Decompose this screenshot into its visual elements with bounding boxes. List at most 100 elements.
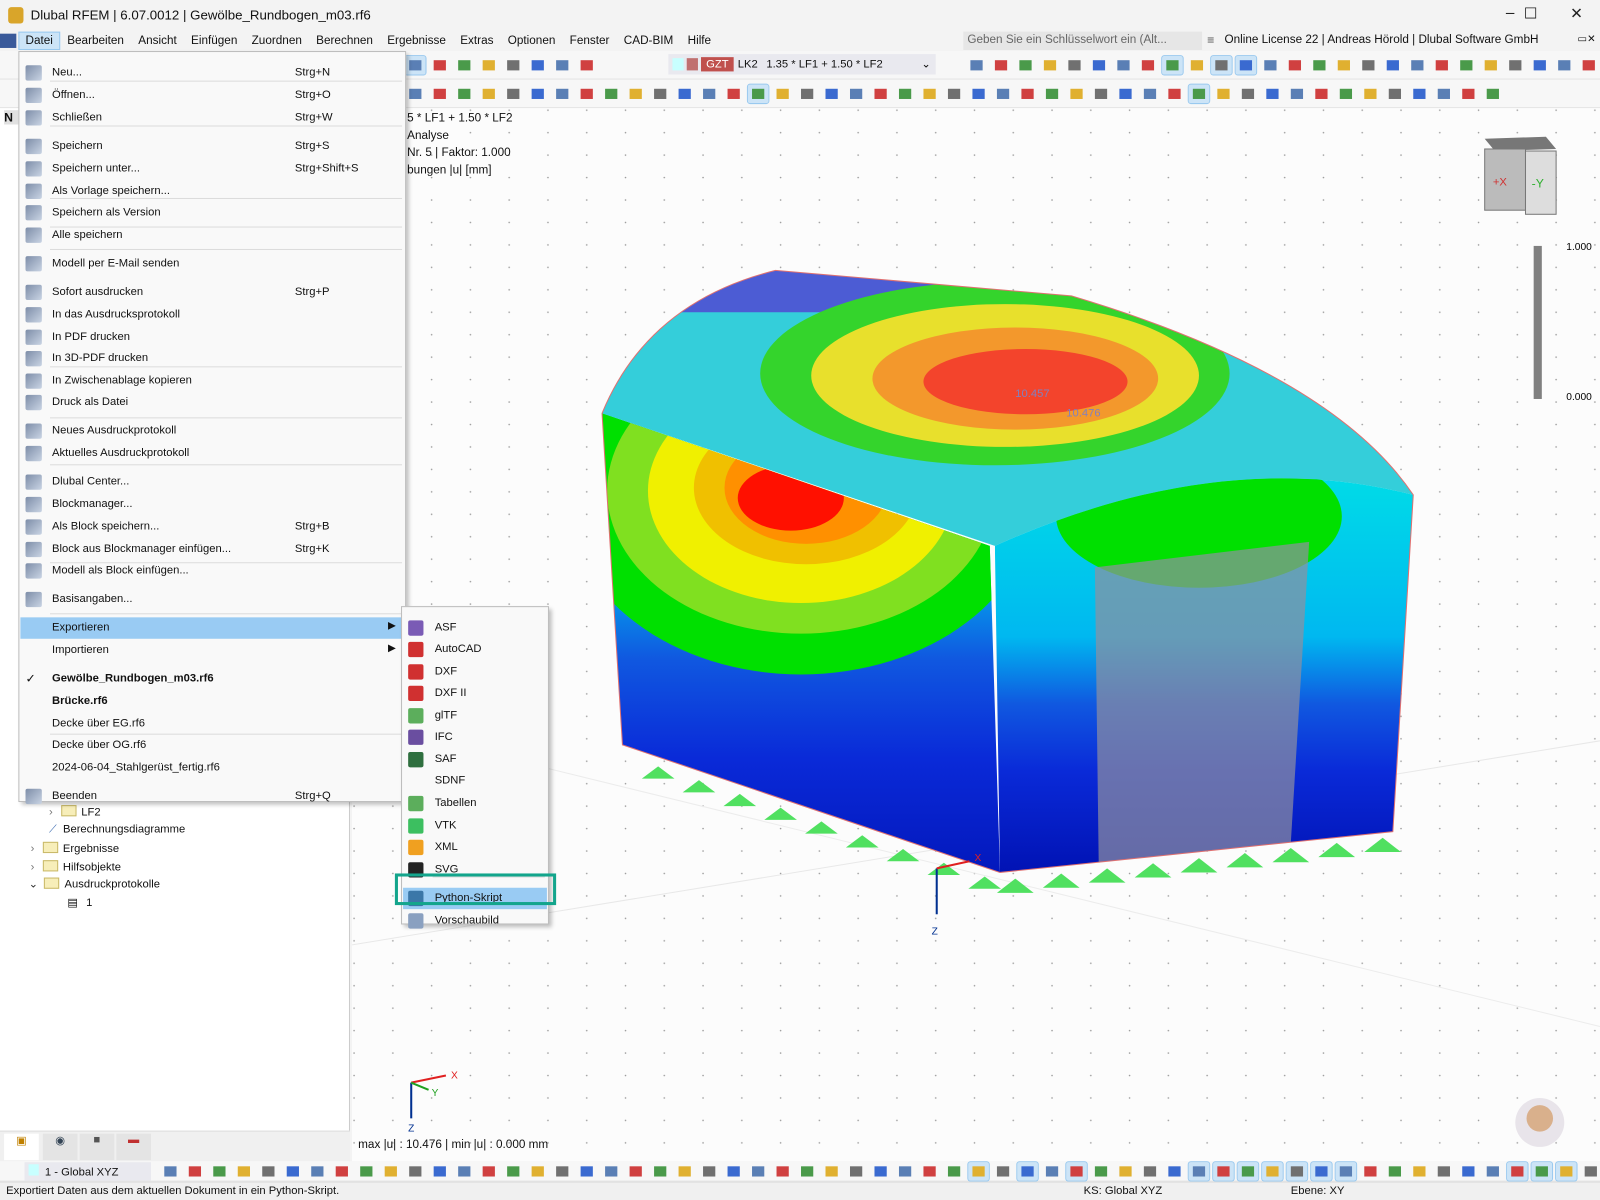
- toolbar2-tool-icon[interactable]: [894, 84, 916, 104]
- toolbar2-tool-icon[interactable]: [1187, 83, 1211, 105]
- export-saf[interactable]: SAF: [403, 749, 547, 770]
- toolbar1-tool-icon[interactable]: [1505, 56, 1526, 75]
- bottom-tool-icon[interactable]: [894, 1162, 916, 1181]
- toolbar2-tool-icon[interactable]: [1360, 84, 1381, 104]
- bottom-tool-icon[interactable]: [1482, 1162, 1504, 1181]
- menu-item-in-das-ausdrucksprotokoll[interactable]: In das Ausdrucksprotokoll: [20, 304, 404, 325]
- menu-zuordnen[interactable]: Zuordnen: [251, 34, 302, 47]
- toolbar2-tool-icon[interactable]: [625, 84, 646, 104]
- toolbar1-tool-icon[interactable]: [990, 56, 1012, 75]
- bottom-tool-icon[interactable]: [601, 1162, 622, 1181]
- toolbar1-tool-icon[interactable]: [1578, 56, 1599, 75]
- menu-item-2024-06-04-stahlgerüst-fertig-rf6[interactable]: 2024-06-04_Stahlgerüst_fertig.rf6: [20, 757, 404, 778]
- toolbar1-tool-icon[interactable]: [1333, 56, 1355, 75]
- keyword-search-input[interactable]: Geben Sie ein Schlüsselwort ein (Alt...: [963, 31, 1203, 50]
- menu-item-importieren[interactable]: Importieren ▶: [20, 640, 404, 661]
- menu-ansicht[interactable]: Ansicht: [138, 34, 177, 47]
- toolbar2-tool-icon[interactable]: [405, 84, 426, 104]
- menu-item-modell-als-block-einfügen[interactable]: Modell als Block einfügen...: [20, 560, 404, 581]
- bottom-tool-icon[interactable]: [1187, 1161, 1211, 1182]
- bottom-tool-icon[interactable]: [821, 1162, 842, 1181]
- toolbar1-tool-icon[interactable]: [1382, 56, 1404, 75]
- bottom-tool-icon[interactable]: [649, 1162, 671, 1181]
- minimize-button[interactable]: –: [1505, 4, 1515, 22]
- toolbar1-tool-icon[interactable]: [1456, 56, 1477, 75]
- bottom-tool-icon[interactable]: [698, 1162, 720, 1181]
- bottom-tool-icon[interactable]: [184, 1162, 206, 1181]
- bottom-tool-icon[interactable]: [527, 1162, 548, 1181]
- menu-item-in-pdf-drucken[interactable]: In PDF drucken: [20, 327, 404, 348]
- bottom-tool-icon[interactable]: [503, 1162, 524, 1181]
- menu-item-decke-über-eg-rf6[interactable]: Decke über EG.rf6: [20, 713, 404, 734]
- bottom-tool-icon[interactable]: [625, 1162, 646, 1181]
- toolbar1-tool-icon[interactable]: [1210, 55, 1233, 76]
- toolbar1-tool-icon[interactable]: [1554, 56, 1575, 75]
- menu-item-beenden[interactable]: Beenden Strg+Q: [20, 786, 404, 807]
- tree-item-ausdruckprotokolle[interactable]: ⌄ Ausdruckprotokolle: [28, 877, 160, 891]
- toolbar1-tool-icon[interactable]: [404, 55, 427, 76]
- bottom-tool-icon[interactable]: [209, 1162, 230, 1181]
- menu-item-exportieren[interactable]: Exportieren ▶: [20, 617, 405, 639]
- bottom-tool-icon[interactable]: [1065, 1161, 1088, 1182]
- bottom-tool-icon[interactable]: [796, 1162, 818, 1181]
- menu-fenster[interactable]: Fenster: [569, 34, 610, 47]
- menu-item-in-zwischenablage-kopieren[interactable]: In Zwischenablage kopieren: [20, 370, 404, 391]
- bottom-tool-icon[interactable]: [919, 1162, 940, 1181]
- tab-display-navigator[interactable]: ◉: [42, 1133, 78, 1161]
- bottom-tool-icon[interactable]: [356, 1162, 377, 1181]
- menu-item-aktuelles-ausdruckprotokoll[interactable]: Aktuelles Ausdruckprotokoll: [20, 443, 404, 464]
- coordinate-system-selector[interactable]: 1 - Global XYZ: [24, 1162, 152, 1181]
- toolbar2-tool-icon[interactable]: [454, 84, 475, 104]
- menu-item-dlubal-center[interactable]: Dlubal Center...: [20, 471, 404, 492]
- bottom-tool-icon[interactable]: [429, 1162, 450, 1181]
- bottom-tool-icon[interactable]: [307, 1162, 328, 1181]
- export-vtk[interactable]: VTK: [403, 815, 547, 836]
- menu-item-schließen[interactable]: Schließen Strg+W: [20, 107, 404, 128]
- toolbar1-tool-icon[interactable]: [1529, 56, 1550, 75]
- menu-item-als-block-speichern[interactable]: Als Block speichern... Strg+B: [20, 516, 404, 537]
- bottom-tool-icon[interactable]: [1506, 1161, 1529, 1182]
- toolbar1-tool-icon[interactable]: [527, 56, 548, 75]
- menu-item-speichern[interactable]: Speichern Strg+S: [20, 136, 404, 157]
- bottom-tool-icon[interactable]: [576, 1162, 597, 1181]
- toolbar1-tool-icon[interactable]: [1234, 55, 1258, 76]
- search-options-icon[interactable]: ≡: [1207, 32, 1215, 47]
- toolbar2-tool-icon[interactable]: [821, 84, 842, 104]
- toolbar2-tool-icon[interactable]: [527, 84, 548, 104]
- toolbar1-tool-icon[interactable]: [1284, 56, 1306, 75]
- maximize-button[interactable]: ☐: [1523, 5, 1538, 23]
- menu-item-druck-als-datei[interactable]: Druck als Datei: [20, 392, 404, 413]
- menu-cad-bim[interactable]: CAD-BIM: [623, 34, 674, 47]
- menu-item-brücke-rf6[interactable]: Brücke.rf6: [20, 691, 404, 712]
- toolbar1-tool-icon[interactable]: [1137, 56, 1159, 75]
- toolbar1-tool-icon[interactable]: [478, 56, 499, 75]
- toolbar1-tool-icon[interactable]: [1161, 55, 1184, 76]
- tab-views-navigator[interactable]: ■: [79, 1133, 115, 1161]
- bottom-tool-icon[interactable]: [674, 1162, 695, 1181]
- toolbar2-tool-icon[interactable]: [1164, 84, 1185, 104]
- toolbar2-tool-icon[interactable]: [552, 84, 573, 104]
- toolbar1-tool-icon[interactable]: [1431, 56, 1453, 75]
- menu-item-öffnen[interactable]: Öffnen... Strg+O: [20, 85, 404, 106]
- bottom-tool-icon[interactable]: [160, 1162, 181, 1181]
- toolbar2-tool-icon[interactable]: [845, 84, 867, 104]
- toolbar2-tool-icon[interactable]: [698, 84, 720, 104]
- tree-item-hilfsobjekte[interactable]: › Hilfsobjekte: [30, 860, 121, 874]
- bottom-tool-icon[interactable]: [1555, 1161, 1578, 1182]
- bottom-tool-icon[interactable]: [282, 1162, 304, 1181]
- export-tabellen[interactable]: Tabellen: [403, 793, 547, 814]
- bottom-tool-icon[interactable]: [1090, 1162, 1112, 1181]
- bottom-tool-icon[interactable]: [1041, 1162, 1063, 1181]
- tab-data-navigator[interactable]: ▣: [4, 1133, 39, 1161]
- toolbar2-tool-icon[interactable]: [601, 84, 622, 104]
- toolbar2-tool-icon[interactable]: [429, 84, 450, 104]
- menu-ergebnisse[interactable]: Ergebnisse: [387, 34, 446, 47]
- toolbar2-tool-icon[interactable]: [1384, 84, 1406, 104]
- menu-item-neues-ausdruckprotokoll[interactable]: Neues Ausdruckprotokoll: [20, 420, 404, 441]
- bottom-tool-icon[interactable]: [747, 1162, 769, 1181]
- toolbar2-tool-icon[interactable]: [870, 84, 891, 104]
- bottom-tool-icon[interactable]: [1261, 1161, 1284, 1182]
- toolbar2-tool-icon[interactable]: [746, 83, 770, 105]
- bottom-tool-icon[interactable]: [992, 1162, 1014, 1181]
- export-dxf-ii[interactable]: DXF II: [403, 683, 547, 704]
